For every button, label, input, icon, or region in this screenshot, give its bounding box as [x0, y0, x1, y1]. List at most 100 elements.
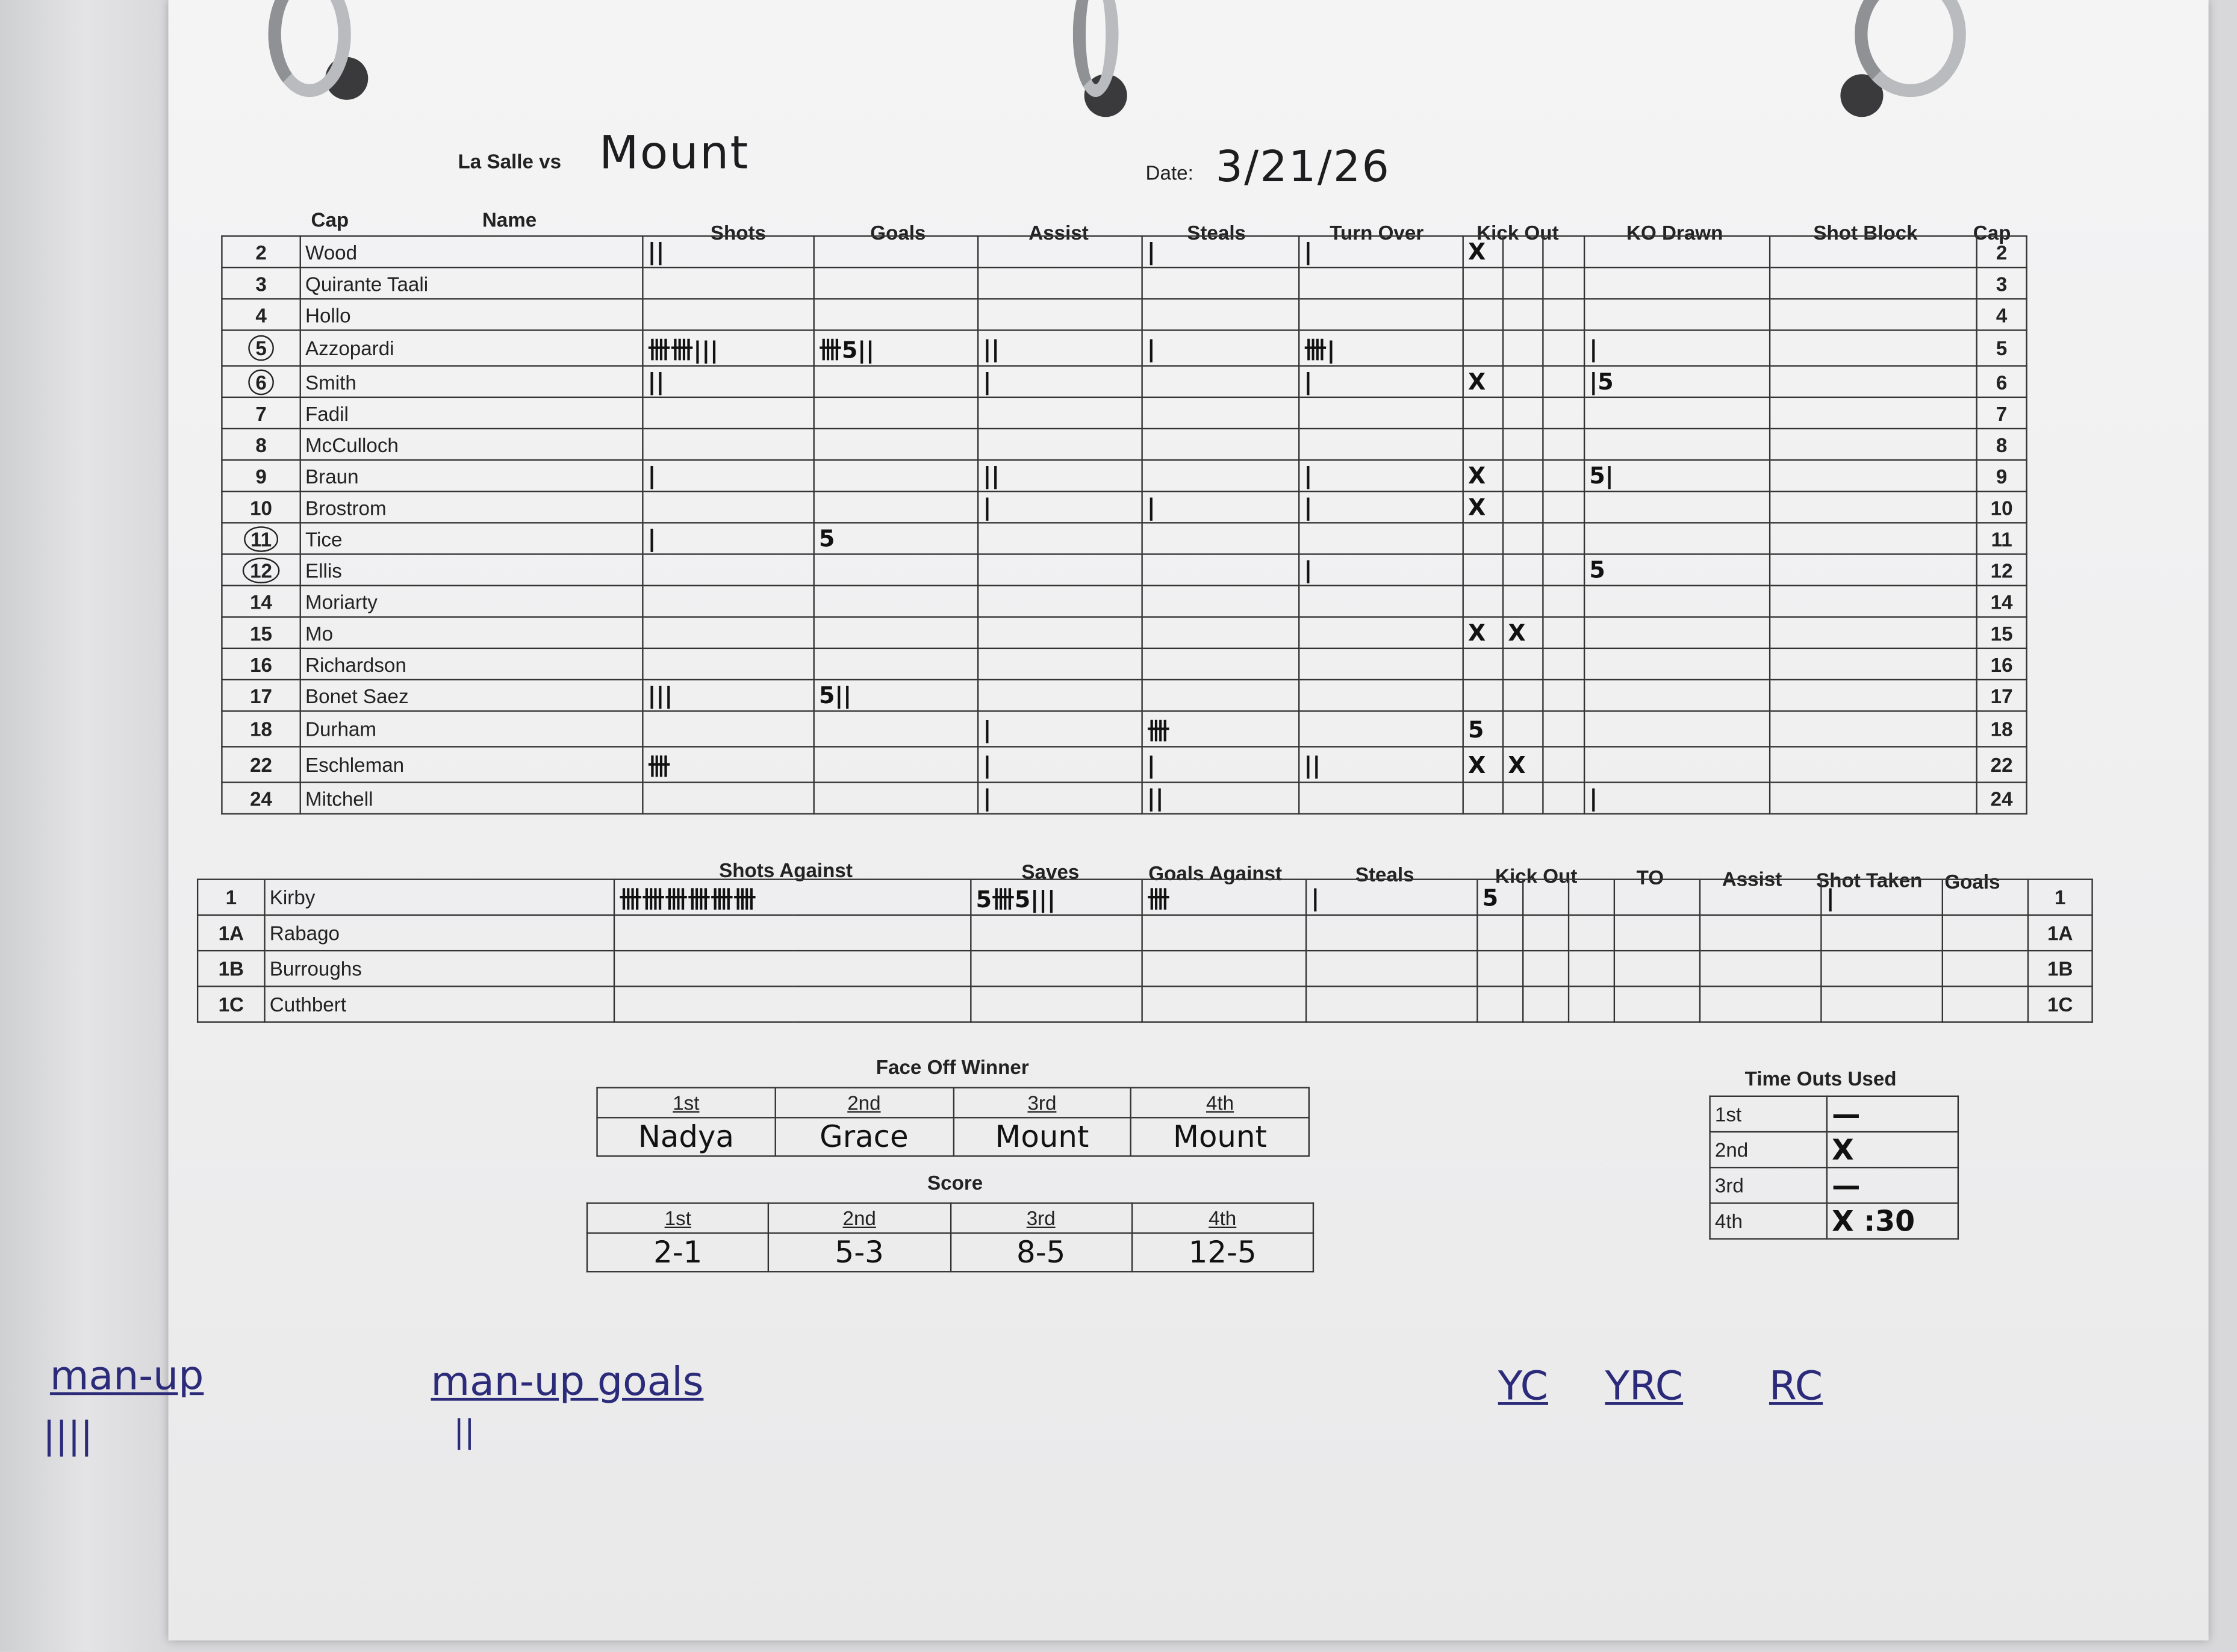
- goals-cell: [813, 710, 979, 748]
- goals-cell: [813, 585, 979, 618]
- player-name: McCulloch: [299, 427, 644, 461]
- assist-cell: [977, 427, 1143, 461]
- goals-cell: [1941, 914, 2029, 952]
- player-row: 8 McCulloch 8: [221, 427, 2027, 461]
- assist-cell: |: [977, 746, 1143, 783]
- period-score: 12-5: [1131, 1232, 1315, 1273]
- cap-number-right: 4: [1976, 298, 2027, 331]
- assist-cell: |: [977, 710, 1143, 748]
- turnover-cell: [1298, 616, 1464, 650]
- kick-out-cell: [1462, 329, 1504, 367]
- ko-drawn-cell: [1583, 522, 1771, 555]
- goals-cell: [813, 491, 979, 524]
- kick-out-cell: [1542, 781, 1585, 815]
- shot-taken-cell: [1820, 986, 1944, 1023]
- timeout-value: X :30: [1826, 1202, 1959, 1240]
- assist-cell: [977, 678, 1143, 712]
- shots-cell: [642, 427, 815, 461]
- period-label: 2nd: [774, 1087, 954, 1119]
- goals-cell: [1941, 949, 2029, 987]
- kick-out-cell: [1462, 678, 1504, 712]
- timeout-row: 1st —: [1709, 1095, 1959, 1133]
- period-row: 1st 2nd 3rd 4th: [596, 1087, 1310, 1119]
- goals-against-cell: [1141, 914, 1307, 952]
- assist-cell: |: [977, 781, 1143, 815]
- cap-number: 2: [221, 235, 301, 269]
- cap-number: 10: [221, 491, 301, 524]
- kick-out-cell: [1542, 235, 1585, 269]
- steals-cell: |: [1305, 878, 1478, 916]
- timeout-value: X: [1826, 1131, 1959, 1169]
- cap-number-right: 1C: [2027, 986, 2093, 1023]
- goals-cell: [1941, 878, 2029, 916]
- shot-block-cell: [1769, 267, 1977, 300]
- goals-cell: [813, 746, 979, 783]
- goals-cell: [813, 553, 979, 586]
- shots-cell: [642, 647, 815, 681]
- kick-out-cell: [1462, 585, 1504, 618]
- period-score: 5-3: [768, 1232, 951, 1273]
- kick-out-cell: [1462, 267, 1504, 300]
- kick-out-cell: [1462, 647, 1504, 681]
- assist-cell: [1699, 949, 1822, 987]
- goals-cell: [813, 616, 979, 650]
- period-label: 1st: [1709, 1095, 1828, 1133]
- kick-out-cell: [1462, 553, 1504, 586]
- ko-drawn-cell: [1583, 298, 1771, 331]
- face-off-winner: Mount: [1130, 1117, 1310, 1157]
- assist-cell: ||: [977, 329, 1143, 367]
- kick-out-cell: [1542, 298, 1585, 331]
- period-row: 1st 2nd 3rd 4th: [586, 1202, 1315, 1234]
- face-off-winner: Grace: [774, 1117, 954, 1157]
- kick-out-cell: [1502, 553, 1544, 586]
- cap-number-right: 22: [1976, 746, 2027, 783]
- ko-drawn-cell: 5: [1583, 553, 1771, 586]
- assist-cell: |: [977, 491, 1143, 524]
- player-row: 4 Hollo 4: [221, 298, 2027, 331]
- shots-cell: 卌: [642, 746, 815, 783]
- kick-out-cell: X: [1462, 746, 1504, 783]
- goalie-row: 1C Cuthbert 1C: [196, 986, 2093, 1023]
- goals-cell: [813, 267, 979, 300]
- steals-cell: [1141, 459, 1300, 492]
- ko-drawn-cell: [1583, 710, 1771, 748]
- shots-cell: |: [642, 459, 815, 492]
- goals-cell: 5: [813, 522, 979, 555]
- kick-out-cell: [1542, 491, 1585, 524]
- steals-cell: [1141, 298, 1300, 331]
- shot-taken-cell: [1820, 949, 1944, 987]
- turnover-cell: [1298, 678, 1464, 712]
- kick-out-cell: [1522, 914, 1570, 952]
- shots-cell: [642, 616, 815, 650]
- cap-number-right: 18: [1976, 710, 2027, 748]
- to-cell: [1613, 878, 1701, 916]
- goals-against-cell: [1141, 986, 1307, 1023]
- assist-cell: [977, 585, 1143, 618]
- player-row: 12 Ellis | 5 12: [221, 553, 2027, 586]
- player-row: 10 Brostrom | | | X 10: [221, 491, 2027, 524]
- red-card-label: RC: [1769, 1362, 1823, 1409]
- player-row: 16 Richardson 16: [221, 647, 2027, 681]
- timeouts-title: Time Outs Used: [1744, 1067, 1897, 1090]
- kick-out-cell: [1502, 235, 1544, 269]
- kick-out-cell: [1462, 781, 1504, 815]
- steals-cell: [1141, 365, 1300, 399]
- man-up-label: man-up: [49, 1352, 204, 1400]
- assist-cell: [1699, 914, 1822, 952]
- kick-out-cell: [1567, 949, 1616, 987]
- cap-number: 16: [221, 647, 301, 681]
- goals-cell: [813, 298, 979, 331]
- player-row: 17 Bonet Saez ||| 5|| 17: [221, 678, 2027, 712]
- score-title: Score: [927, 1171, 983, 1194]
- column-header: Name: [482, 208, 537, 231]
- period-label: 4th: [1130, 1087, 1310, 1119]
- player-row: 3 Quirante Taali 3: [221, 267, 2027, 300]
- saves-cell: 5卌5|||: [970, 878, 1143, 916]
- cap-number: 24: [221, 781, 301, 815]
- turnover-cell: [1298, 267, 1464, 300]
- cap-number-right: 15: [1976, 616, 2027, 650]
- goalie-name: Rabago: [264, 914, 615, 952]
- shots-cell: [642, 553, 815, 586]
- goals-cell: [813, 459, 979, 492]
